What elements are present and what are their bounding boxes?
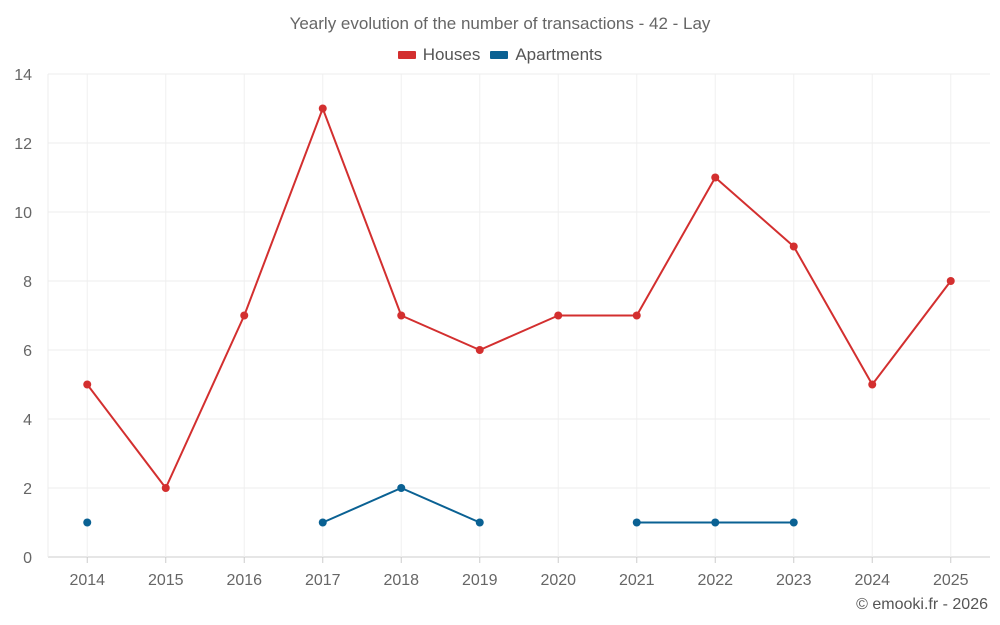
data-point-houses[interactable] [632,311,641,320]
y-tick-label: 8 [23,274,32,291]
data-point-houses[interactable] [789,242,798,251]
y-tick-label: 12 [14,136,32,153]
data-point-houses[interactable] [161,484,170,492]
data-point-apartments[interactable] [83,518,92,527]
legend-label-houses: Houses [422,45,481,64]
chart-title: Yearly evolution of the number of transa… [289,14,711,33]
x-tick-label: 2020 [540,572,576,589]
series-line-houses [86,107,952,489]
legend-swatch-houses [397,51,416,59]
x-tick-label: 2025 [933,572,969,589]
legend: Houses Apartments [0,45,1000,65]
x-tick-label: 2018 [383,572,419,589]
legend-label-apartments: Apartments [515,45,603,64]
x-tick-label: 2015 [148,572,184,589]
legend-swatch-apartments [490,51,509,59]
x-tick-label: 2024 [854,572,890,589]
y-tick-label: 4 [23,412,32,429]
data-point-houses[interactable] [554,311,563,320]
x-tick-label: 2019 [462,572,498,589]
data-point-apartments[interactable] [475,518,484,527]
y-tick-label: 0 [23,550,32,567]
data-point-houses[interactable] [397,311,406,320]
y-tick-label: 2 [23,481,32,498]
data-point-apartments[interactable] [318,518,327,527]
data-point-houses[interactable] [475,346,484,354]
y-tick-label: 10 [14,205,32,222]
data-point-houses[interactable] [318,104,327,113]
data-point-apartments[interactable] [632,518,641,527]
legend-item-apartments[interactable]: Apartments [490,45,602,65]
data-point-houses[interactable] [946,277,955,285]
y-tick-label: 14 [14,67,32,84]
credit-text: © emooki.fr - 2026 [856,596,988,613]
x-tick-label: 2022 [697,572,733,589]
x-tick-label: 2023 [776,572,812,589]
data-point-houses[interactable] [868,380,877,389]
x-tick-label: 2021 [619,572,655,589]
x-tick-label: 2017 [305,572,341,589]
x-tick-label: 2016 [226,572,262,589]
data-point-houses[interactable] [83,380,92,389]
data-point-houses[interactable] [711,173,720,182]
legend-item-houses[interactable]: Houses [397,45,481,65]
data-point-houses[interactable] [240,311,249,320]
data-point-apartments[interactable] [711,518,720,527]
data-point-apartments[interactable] [397,484,406,492]
data-point-apartments[interactable] [789,518,798,527]
y-tick-label: 6 [23,343,32,360]
x-tick-label: 2014 [69,572,105,589]
